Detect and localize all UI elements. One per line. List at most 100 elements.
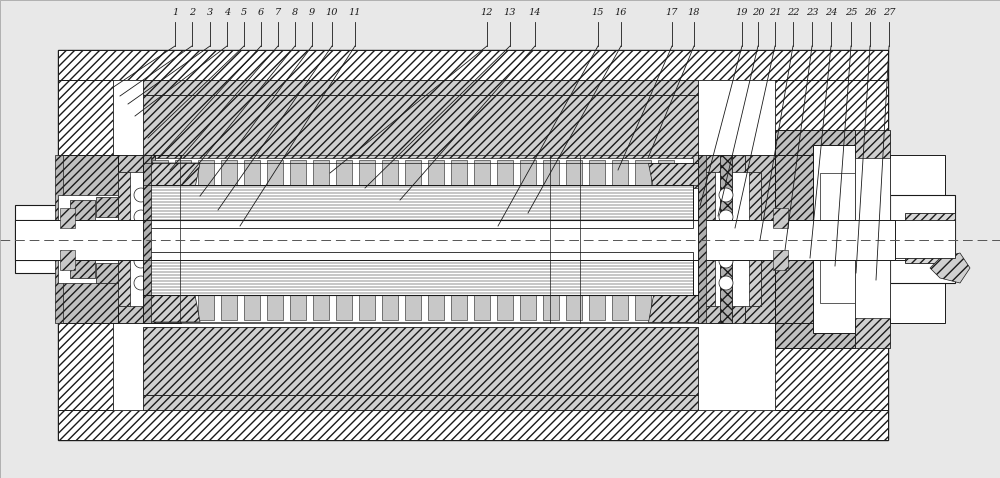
Bar bbox=[152, 160, 168, 186]
Bar bbox=[267, 160, 283, 186]
Bar bbox=[118, 172, 176, 306]
Bar bbox=[198, 160, 214, 186]
Bar bbox=[267, 294, 283, 320]
Bar bbox=[543, 160, 559, 186]
Bar bbox=[148, 158, 693, 188]
Text: 23: 23 bbox=[806, 8, 818, 17]
Bar bbox=[543, 294, 559, 320]
Bar bbox=[143, 155, 151, 323]
Circle shape bbox=[134, 232, 148, 246]
Text: 6: 6 bbox=[258, 8, 264, 17]
Circle shape bbox=[134, 210, 148, 224]
Bar bbox=[698, 155, 775, 323]
Bar bbox=[720, 155, 732, 323]
Bar bbox=[198, 294, 214, 320]
Text: 25: 25 bbox=[845, 8, 857, 17]
Bar bbox=[635, 294, 651, 320]
Bar bbox=[474, 294, 490, 320]
Circle shape bbox=[719, 210, 733, 224]
Bar bbox=[658, 294, 674, 320]
Bar bbox=[589, 160, 605, 186]
Text: 15: 15 bbox=[592, 8, 604, 17]
Bar bbox=[698, 155, 724, 323]
Bar bbox=[164, 172, 176, 306]
Bar bbox=[520, 160, 536, 186]
Bar bbox=[150, 185, 693, 228]
Text: 18: 18 bbox=[688, 8, 700, 17]
Text: 21: 21 bbox=[769, 8, 781, 17]
Bar bbox=[890, 220, 955, 258]
Text: 13: 13 bbox=[504, 8, 516, 17]
Bar bbox=[703, 172, 715, 306]
Bar bbox=[113, 80, 775, 410]
Circle shape bbox=[719, 254, 733, 268]
Bar bbox=[855, 158, 890, 318]
Circle shape bbox=[719, 188, 733, 202]
Bar bbox=[143, 395, 698, 410]
Bar bbox=[359, 160, 375, 186]
Bar bbox=[175, 160, 191, 186]
Bar bbox=[221, 294, 237, 320]
Bar bbox=[359, 294, 375, 320]
Bar bbox=[55, 155, 63, 323]
Bar bbox=[428, 294, 444, 320]
Polygon shape bbox=[648, 295, 700, 322]
Bar bbox=[775, 155, 855, 323]
Bar bbox=[244, 294, 260, 320]
Bar bbox=[15, 205, 75, 273]
Bar bbox=[405, 294, 421, 320]
Bar bbox=[96, 263, 118, 283]
Bar bbox=[313, 160, 329, 186]
Bar bbox=[58, 50, 888, 440]
Bar bbox=[428, 160, 444, 186]
Bar bbox=[58, 80, 113, 410]
Bar bbox=[150, 252, 693, 295]
Bar bbox=[290, 160, 306, 186]
Bar bbox=[148, 292, 693, 322]
Bar bbox=[58, 155, 118, 323]
Polygon shape bbox=[148, 295, 200, 322]
Bar bbox=[118, 172, 130, 306]
Circle shape bbox=[134, 276, 148, 290]
Circle shape bbox=[719, 232, 733, 246]
Bar bbox=[143, 95, 698, 163]
Text: 26: 26 bbox=[864, 8, 876, 17]
Text: 2: 2 bbox=[189, 8, 195, 17]
Bar bbox=[749, 172, 761, 306]
Text: 4: 4 bbox=[224, 8, 230, 17]
Bar bbox=[113, 155, 181, 323]
Bar bbox=[70, 200, 95, 278]
Bar bbox=[55, 220, 910, 260]
Bar bbox=[520, 294, 536, 320]
Text: 19: 19 bbox=[736, 8, 748, 17]
Bar bbox=[60, 250, 75, 270]
Bar bbox=[336, 294, 352, 320]
Bar bbox=[152, 294, 168, 320]
Bar bbox=[566, 160, 582, 186]
Text: 10: 10 bbox=[326, 8, 338, 17]
Bar bbox=[148, 185, 693, 228]
Text: 20: 20 bbox=[752, 8, 764, 17]
Text: 27: 27 bbox=[883, 8, 895, 17]
Bar bbox=[58, 410, 888, 440]
Bar bbox=[775, 80, 888, 410]
Bar bbox=[658, 160, 674, 186]
Bar bbox=[703, 172, 761, 306]
Bar bbox=[96, 197, 118, 217]
Bar bbox=[382, 294, 398, 320]
Bar bbox=[58, 50, 888, 80]
Bar bbox=[313, 294, 329, 320]
Polygon shape bbox=[930, 253, 970, 283]
Bar bbox=[855, 130, 890, 348]
Text: 9: 9 bbox=[309, 8, 315, 17]
Bar bbox=[890, 195, 955, 283]
Bar bbox=[820, 173, 855, 303]
Bar bbox=[612, 160, 628, 186]
Bar bbox=[497, 294, 513, 320]
Text: 1: 1 bbox=[172, 8, 178, 17]
Bar bbox=[60, 208, 75, 228]
Text: 24: 24 bbox=[825, 8, 837, 17]
Bar bbox=[698, 155, 706, 323]
Bar bbox=[244, 160, 260, 186]
Text: 14: 14 bbox=[529, 8, 541, 17]
